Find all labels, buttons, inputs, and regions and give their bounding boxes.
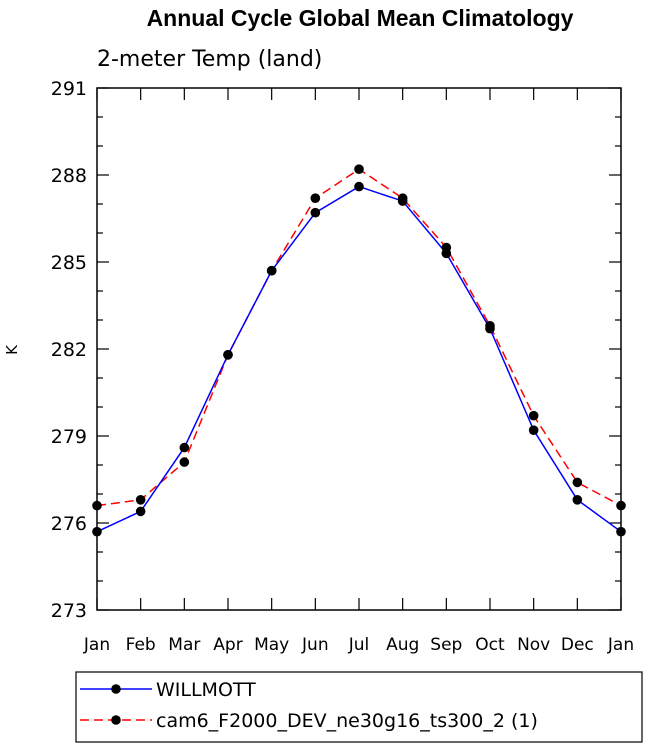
data-point: [92, 526, 102, 537]
data-point: [135, 506, 146, 517]
chart-title: Annual Cycle Global Mean Climatology: [147, 5, 574, 31]
legend-label-0: WILLMOTT: [156, 679, 256, 701]
x-tick-label: Apr: [213, 635, 242, 655]
x-tick-label: Jan: [83, 635, 110, 655]
data-point: [528, 425, 539, 436]
data-point: [441, 242, 452, 253]
data-point: [135, 495, 146, 505]
y-tick-label: 288: [51, 165, 87, 187]
legend-frame: [75, 671, 643, 743]
data-point: [92, 500, 102, 511]
legend-marker-0: [111, 684, 121, 694]
data-point: [310, 207, 321, 218]
series-line-0: [96, 185, 622, 533]
data-point: [616, 526, 626, 537]
data-point: [179, 442, 190, 453]
data-point: [485, 321, 495, 331]
y-tick-label: 273: [51, 600, 87, 622]
data-point: [223, 350, 233, 360]
x-tick-label: Sep: [430, 635, 462, 655]
plot-area: 273 276 279 282 285 288 291 Jan Feb Mar Apr May Jun J…: [51, 78, 634, 655]
x-tick-label: Jan: [607, 635, 634, 655]
data-point: [179, 457, 190, 467]
y-tick-label: 282: [51, 339, 87, 361]
data-point: [572, 477, 583, 488]
x-tick-label: Jul: [348, 635, 370, 655]
x-tick-label: Nov: [517, 635, 550, 655]
x-tick-label: May: [254, 635, 289, 655]
x-tick-label: Feb: [126, 635, 156, 655]
data-point: [354, 164, 364, 174]
legend-label-1: cam6_F2000_DEV_ne30g16_ts300_2 (1): [156, 710, 538, 732]
y-tick-label: 276: [51, 513, 87, 535]
data-point: [310, 193, 321, 203]
x-tick-label: Oct: [475, 635, 505, 655]
y-tick-label: 279: [51, 426, 87, 448]
x-tick-label: Dec: [561, 635, 594, 655]
data-point: [572, 495, 583, 505]
y-tick-label: 291: [51, 78, 87, 100]
data-point: [528, 410, 539, 421]
y-tick-label: 285: [51, 252, 87, 274]
data-point: [266, 265, 277, 276]
x-tick-label: Mar: [168, 635, 200, 655]
data-point: [616, 500, 626, 511]
legend: WILLMOTT cam6_F2000_DEV_ne30g16_ts300_2 (…: [75, 671, 643, 743]
x-tick-label: Aug: [386, 635, 419, 655]
data-point: [397, 193, 408, 203]
series-line-1: [96, 168, 622, 507]
x-tick-label: Jun: [301, 635, 329, 655]
data-point: [354, 181, 364, 192]
legend-marker-1: [111, 715, 121, 725]
chart-subtitle: 2-meter Temp (land): [97, 47, 322, 72]
y-axis-label: K: [3, 344, 21, 355]
